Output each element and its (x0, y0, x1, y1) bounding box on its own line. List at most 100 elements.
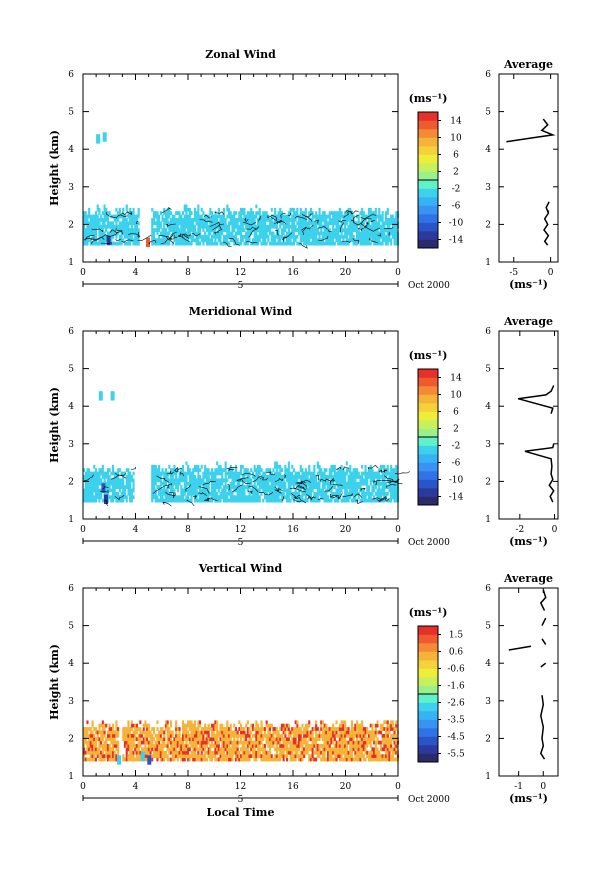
heatmap-cell (185, 740, 188, 745)
heatmap-cell (352, 740, 355, 745)
heatmap-cell (395, 475, 398, 479)
heatmap-cell (127, 228, 130, 232)
heatmap-cell (260, 214, 263, 219)
heatmap-cell (393, 491, 396, 496)
heatmap-cell (272, 488, 275, 493)
heatmap-cell (301, 481, 304, 486)
heatmap-cell (296, 723, 299, 728)
heatmap-cell (151, 221, 154, 226)
heatmap-cell (110, 231, 113, 236)
heatmap-cell (193, 727, 196, 731)
heatmap-cell (84, 211, 87, 215)
heatmap-cell (306, 498, 309, 503)
heatmap-cell (333, 241, 336, 246)
heatmap-cell (153, 754, 156, 758)
heatmap-cell (321, 488, 324, 493)
heatmap-cell (170, 491, 173, 496)
heatmap-cell (299, 234, 302, 239)
heatmap-cell (386, 238, 389, 243)
x-tick-label: 12 (235, 525, 246, 535)
heatmap-cell (335, 221, 338, 226)
heatmap-cell (96, 733, 99, 738)
heatmap-cell (330, 488, 333, 493)
heatmap-cell (257, 471, 260, 476)
heatmap-cell (200, 495, 203, 500)
heatmap-cell (361, 464, 364, 469)
heatmap-cell (257, 498, 260, 503)
heatmap-cell (240, 221, 243, 226)
heatmap-cell (234, 495, 237, 500)
heatmap-cell (229, 468, 232, 472)
heatmap-cell (286, 475, 289, 479)
heatmap-cell (96, 218, 99, 222)
heatmap-cell (193, 488, 196, 493)
heatmap-cell (333, 475, 336, 479)
heatmap-cell (395, 481, 398, 486)
heatmap-cell (112, 481, 115, 486)
heatmap-cell (344, 754, 347, 758)
heatmap-cell (173, 757, 176, 762)
heatmap-cell (246, 478, 249, 483)
heatmap-cell (265, 723, 268, 728)
heatmap-cell (388, 481, 391, 486)
contour-line (357, 217, 372, 226)
heatmap-cell (180, 491, 183, 496)
heatmap-cell (253, 231, 256, 236)
heatmap-cell (238, 498, 241, 503)
heatmap-cell (106, 231, 109, 236)
heatmap-cell (94, 475, 97, 479)
heatmap-cell (265, 491, 268, 496)
heatmap-cell (229, 214, 232, 219)
heatmap-cell (286, 495, 289, 500)
heatmap-cell (110, 727, 113, 731)
heatmap-cell (228, 471, 231, 476)
heatmap-cell (361, 231, 364, 236)
heatmap-cell (238, 214, 241, 219)
heatmap-cell (308, 723, 311, 728)
heatmap-cell (221, 224, 224, 229)
heatmap-cell (228, 488, 231, 493)
heatmap-cell (269, 727, 272, 731)
heatmap-cell (176, 498, 179, 503)
heatmap-cell (364, 727, 367, 731)
heatmap-cell (330, 468, 333, 472)
heatmap-cell (374, 498, 377, 503)
heatmap-cell (338, 723, 341, 728)
heatmap-cell (187, 234, 190, 239)
heatmap-cell (378, 488, 381, 493)
heatmap-cell (188, 207, 191, 212)
heatmap-cell (250, 221, 253, 226)
heatmap-cell (327, 730, 330, 735)
heatmap-cell (86, 747, 89, 752)
heatmap-cell (323, 231, 326, 236)
profile-y-tick-label: 5 (485, 365, 491, 375)
heatmap-cell (357, 727, 360, 731)
heatmap-cell (325, 468, 328, 472)
heatmap-cell (315, 485, 318, 489)
heatmap-cell (137, 207, 140, 212)
heatmap-cell (321, 750, 324, 755)
heatmap-cell (320, 720, 323, 725)
heatmap-cell (204, 737, 207, 742)
heatmap-cell (151, 228, 154, 232)
heatmap-cell (101, 733, 104, 738)
heatmap-cell (132, 228, 135, 232)
heatmap-cell (327, 747, 330, 752)
heatmap-cell (141, 740, 144, 745)
heatmap-cell (308, 733, 311, 738)
heatmap-cell (330, 485, 333, 489)
heatmap-cell (115, 727, 118, 731)
heatmap-cell (173, 464, 176, 469)
heatmap-cell (158, 475, 161, 479)
heatmap-cell (362, 498, 365, 503)
heatmap-cell (323, 747, 326, 752)
heatmap-cell (195, 740, 198, 745)
contour-line (228, 237, 241, 246)
heatmap-cell (298, 727, 301, 731)
heatmap-cell (366, 228, 369, 232)
heatmap-cell (303, 218, 306, 222)
heatmap-cell (149, 750, 152, 755)
heatmap-cell (277, 498, 280, 503)
heatmap-cell (344, 747, 347, 752)
heatmap-cell (158, 485, 161, 489)
